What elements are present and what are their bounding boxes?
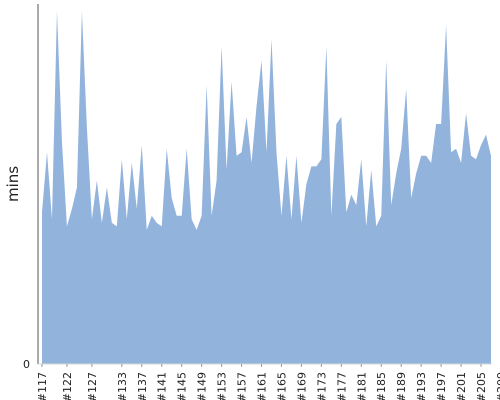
- x-tick-label: #153: [216, 372, 229, 400]
- x-tick-label: #205: [475, 372, 488, 400]
- x-tick-label: #173: [315, 372, 328, 400]
- y-tick-label: 0: [23, 358, 30, 371]
- x-tick-label: #145: [176, 372, 189, 400]
- x-tick-label: #157: [236, 372, 249, 400]
- area-layer: [42, 11, 491, 365]
- x-tick-label: #149: [196, 372, 209, 400]
- x-tick-label: #169: [295, 372, 308, 400]
- x-tick-label: #181: [355, 372, 368, 400]
- y-axis-title: mins: [4, 166, 22, 202]
- x-tick-label: #209: [495, 372, 500, 400]
- x-tick-label: #122: [61, 372, 74, 400]
- x-tick-label: #133: [116, 372, 129, 400]
- x-tick-label: #177: [335, 372, 348, 400]
- x-tick-label: #137: [136, 372, 149, 400]
- x-tick-label: #161: [256, 372, 269, 400]
- x-tick-label: #141: [156, 372, 169, 400]
- x-tick-label: #197: [435, 372, 448, 400]
- x-tick-label: #189: [395, 372, 408, 400]
- x-tick-labels: #117 #122 #127 #133 #137 #141 #145 #149 #153 #157…: [36, 364, 500, 400]
- x-tick-label: #127: [86, 372, 99, 400]
- x-tick-label: #201: [455, 372, 468, 400]
- x-tick-label: #165: [275, 372, 288, 400]
- series-area: [42, 11, 491, 365]
- x-tick-label: #117: [36, 372, 49, 400]
- x-tick-label: #185: [375, 372, 388, 400]
- x-tick-label: #193: [415, 372, 428, 400]
